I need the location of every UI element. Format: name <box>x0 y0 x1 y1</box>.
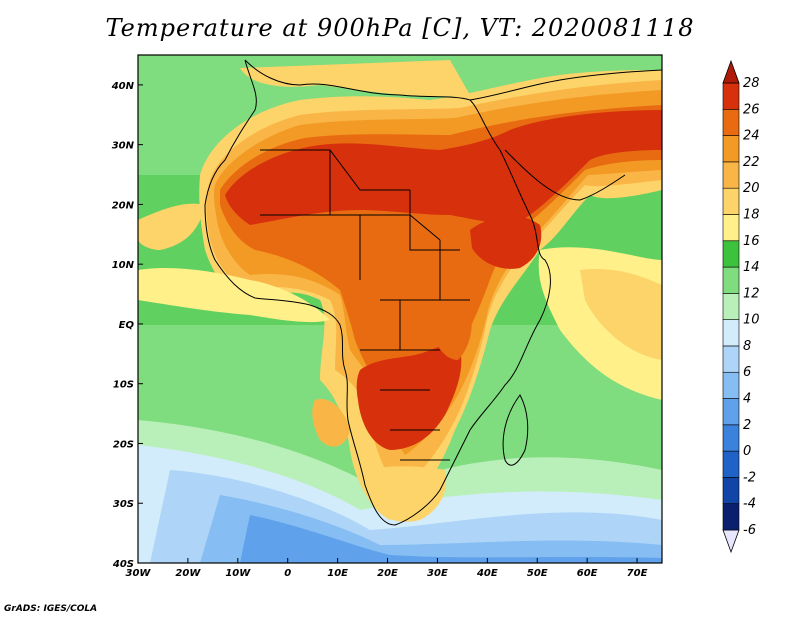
colorbar-swatch <box>722 424 740 452</box>
colorbar-label: 24 <box>743 129 760 144</box>
colorbar-label: 20 <box>743 181 760 196</box>
colorbar-swatch <box>722 477 740 505</box>
lat-tick-label: 10N <box>112 260 135 271</box>
colorbar-label: 12 <box>743 286 760 301</box>
colorbar-label: -6 <box>743 523 756 538</box>
colorbar-swatch <box>722 240 740 268</box>
colorbar-label: 16 <box>743 234 760 249</box>
colorbar-label: 10 <box>743 313 760 328</box>
lat-tick-label: 10S <box>113 380 134 391</box>
lat-tick-label: 30S <box>113 499 134 510</box>
colorbar-label: 0 <box>743 444 751 459</box>
colorbar-swatch <box>722 450 740 478</box>
lat-tick-label: 20N <box>112 200 135 211</box>
lon-tick-label: 20E <box>377 568 398 579</box>
lon-tick-label: 0 <box>284 568 291 579</box>
colorbar-label: 8 <box>743 339 751 354</box>
colorbar-swatch <box>722 108 740 136</box>
colorbar-swatch <box>722 82 740 110</box>
colorbar-label: 2 <box>743 418 751 433</box>
colorbar-label: 4 <box>743 392 751 407</box>
colorbar-swatch <box>722 135 740 163</box>
colorbar-swatch <box>722 214 740 242</box>
colorbar-label: -2 <box>743 470 756 485</box>
lat-tick-label: 40N <box>111 81 135 92</box>
lat-tick-label: 20S <box>113 439 134 450</box>
colorbar-swatch <box>722 187 740 215</box>
colorbar-swatch <box>722 345 740 373</box>
colorbar-label: -4 <box>743 497 756 512</box>
lon-tick-label: 40E <box>476 568 498 579</box>
colorbar-swatch <box>722 161 740 189</box>
colorbar-label: 18 <box>743 207 760 222</box>
colorbar-max-arrow <box>722 59 740 84</box>
lon-tick-label: 10E <box>327 568 348 579</box>
lat-tick-label: 40S <box>112 559 134 570</box>
colorbar-swatch <box>722 293 740 320</box>
colorbar-label: 14 <box>743 260 760 275</box>
lat-tick-label: 30N <box>112 141 135 152</box>
grads-credit: GrADS: IGES/COLA <box>4 604 98 614</box>
lon-tick-label: 30W <box>126 568 152 579</box>
colorbar-swatch <box>722 319 740 347</box>
lon-tick-label: 50E <box>527 568 548 579</box>
map-title: Temperature at 900hPa [C], VT: 202008111… <box>105 14 695 42</box>
colorbar-label: 28 <box>743 76 760 91</box>
plot-frame <box>137 54 663 564</box>
colorbar-label: 22 <box>743 155 760 170</box>
colorbar-swatch <box>722 266 740 294</box>
latitude-axis: 40N 30N 20N 10N EQ 10S 20S 30S 40S <box>111 81 143 570</box>
colorbar-swatch <box>722 503 740 531</box>
colorbar-label: 26 <box>743 102 760 117</box>
colorbar-swatch <box>722 371 740 399</box>
lon-tick-label: 30E <box>427 568 448 579</box>
lon-tick-label: 70E <box>627 568 648 579</box>
colorbar-swatch <box>722 398 740 426</box>
colorbar-min-arrow <box>722 529 740 554</box>
coastlines <box>204 59 662 526</box>
lon-tick-label: 10W <box>225 568 251 579</box>
lat-tick-label: EQ <box>119 320 135 331</box>
lon-tick-label: 60E <box>577 568 598 579</box>
colorbar-label: 6 <box>743 365 751 380</box>
lon-tick-label: 20W <box>175 568 201 579</box>
longitude-axis: 30W 20W 10W 0 10E 20E 30E 40E 50E 60E 70E <box>126 558 648 579</box>
